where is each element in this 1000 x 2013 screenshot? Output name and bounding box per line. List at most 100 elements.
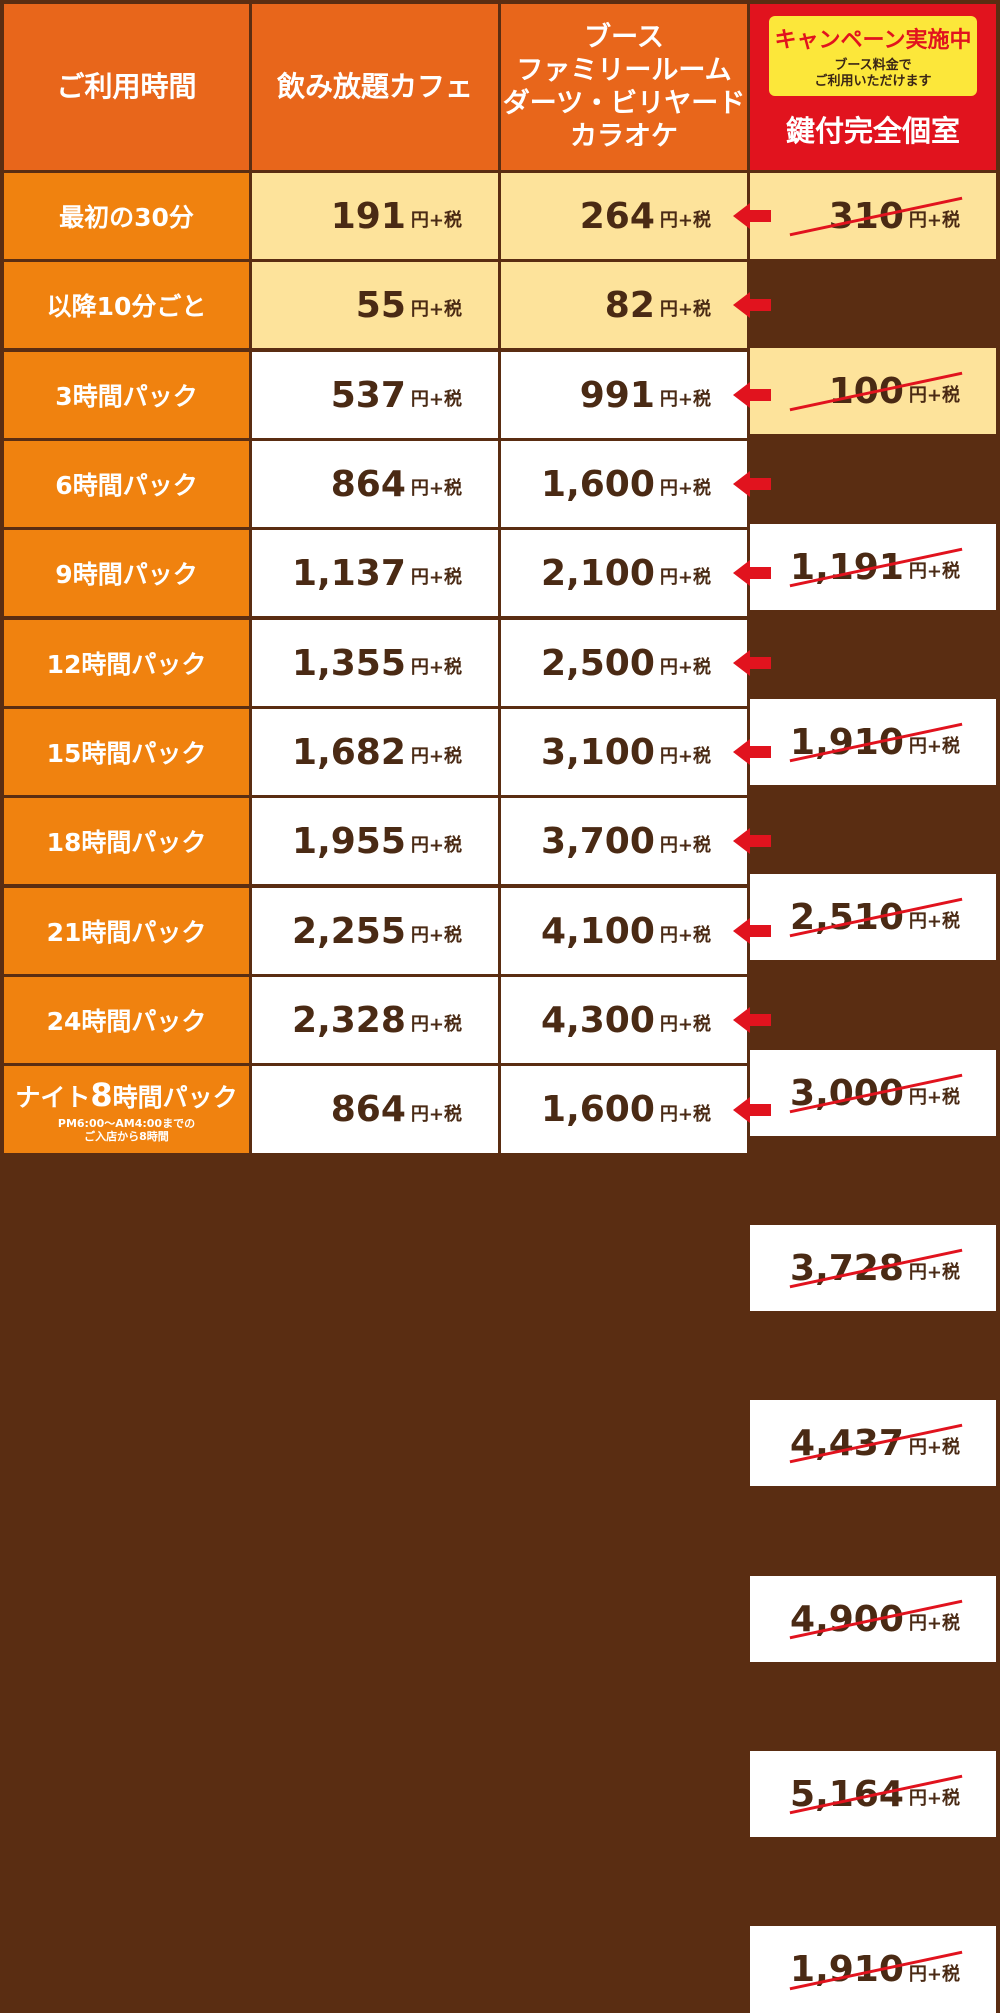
cafe-price: 1,355 円+税 — [252, 620, 498, 706]
row-label-prefix: ナイト — [15, 1083, 91, 1112]
cafe-price: 2,255 円+税 — [252, 888, 498, 974]
red-left-arrow-icon — [733, 650, 771, 676]
price-unit: 円+税 — [659, 1103, 711, 1125]
header-usage-time-label: ご利用時間 — [56, 70, 197, 103]
cafe-price: 1,955 円+税 — [252, 798, 498, 884]
row-label: 3時間パック — [4, 352, 249, 438]
booth-price: 3,100 円+税 — [501, 709, 747, 795]
private-room-original-price: 2,510 円+税 — [750, 874, 996, 960]
red-left-arrow-icon — [733, 1007, 771, 1033]
price-unit: 円+税 — [410, 835, 462, 856]
header-cafe-label: 飲み放題カフェ — [276, 70, 473, 103]
booth-price: 2,100 円+税 — [501, 530, 747, 616]
campaign-note: ブース料金で ご利用いただけます — [814, 58, 931, 90]
cafe-price: 864 円+税 — [252, 1066, 498, 1153]
row-label: 最初の30分 — [4, 173, 249, 259]
price-value: 537 — [330, 374, 406, 416]
row-label: 18時間パック — [4, 798, 249, 884]
booth-price: 2,500 円+税 — [501, 620, 747, 706]
header-booth-line: ブース — [584, 22, 664, 53]
cafe-price: 537 円+税 — [252, 352, 498, 438]
campaign-note-line: ブース料金で — [834, 58, 912, 73]
price-value: 1,600 — [541, 1089, 655, 1130]
row-label: 6時間パック — [4, 441, 249, 527]
price-unit: 円+税 — [659, 1014, 711, 1035]
header-booth-line: ファミリールーム — [516, 55, 732, 86]
booth-price: 264 円+税 — [501, 173, 747, 259]
row-label: 15時間パック — [4, 709, 249, 795]
private-room-original-price: 4,437 円+税 — [750, 1400, 996, 1486]
price-unit: 円+税 — [410, 478, 462, 499]
price-unit: 円+税 — [908, 1087, 960, 1108]
cafe-price: 1,137 円+税 — [252, 530, 498, 616]
booth-price: 3,700 円+税 — [501, 798, 747, 884]
row-label-text: 9時間パック — [55, 560, 198, 589]
price-value: 3,700 — [541, 820, 655, 862]
price-unit: 円+税 — [410, 1103, 462, 1125]
row-label: 12時間パック — [4, 620, 249, 706]
price-unit: 円+税 — [659, 835, 711, 856]
header-cafe: 飲み放題カフェ — [252, 4, 498, 170]
private-room-original-price: 1,910 円+税 — [750, 699, 996, 785]
row-label-text: 6時間パック — [55, 471, 198, 500]
price-unit: 円+税 — [659, 478, 711, 499]
price-value: 264 — [579, 195, 655, 237]
price-unit: 円+税 — [908, 1262, 960, 1283]
price-value: 1,682 — [292, 731, 406, 773]
price-value: 2,255 — [292, 910, 406, 952]
price-unit: 円+税 — [908, 385, 960, 406]
price-value: 1,355 — [292, 642, 406, 684]
row-label-text: 18時間パック — [46, 828, 207, 857]
campaign-title: キャンペーン実施中 — [774, 28, 972, 53]
private-room-original-price: 3,728 円+税 — [750, 1225, 996, 1311]
row-label: 以降10分ごと — [4, 262, 249, 348]
price-unit: 円+税 — [908, 736, 960, 757]
price-unit: 円+税 — [659, 567, 711, 588]
row-label-note-line: PM6:00〜AM4:00までの — [57, 1117, 196, 1130]
price-value: 82 — [604, 284, 655, 326]
price-value: 191 — [330, 195, 406, 237]
price-value: 2,500 — [541, 642, 655, 684]
row-label-suffix: 時間パック — [112, 1083, 238, 1112]
header-booth: ブース ファミリールーム ダーツ・ビリヤード カラオケ — [501, 4, 747, 170]
price-unit: 円+税 — [410, 1014, 462, 1035]
price-unit: 円+税 — [410, 567, 462, 588]
red-left-arrow-icon — [733, 739, 771, 765]
header-usage-time: ご利用時間 — [4, 4, 249, 170]
row-label-text: 最初の30分 — [59, 203, 194, 232]
price-value: 1,137 — [292, 552, 406, 594]
price-unit: 円+税 — [659, 925, 711, 946]
row-label: ナイト8時間パック PM6:00〜AM4:00までの ご入店から8時間 — [4, 1066, 249, 1153]
price-unit: 円+税 — [908, 210, 960, 231]
price-unit: 円+税 — [410, 657, 462, 678]
cafe-price: 1,682 円+税 — [252, 709, 498, 795]
row-label: 24時間パック — [4, 977, 249, 1063]
row-label-main: ナイト8時間パック — [15, 1076, 237, 1114]
cafe-price: 55 円+税 — [252, 262, 498, 348]
price-unit: 円+税 — [410, 925, 462, 946]
price-value: 2,100 — [541, 552, 655, 594]
red-left-arrow-icon — [733, 292, 771, 318]
row-label-note: PM6:00〜AM4:00までの ご入店から8時間 — [58, 1117, 195, 1143]
price-unit: 円+税 — [659, 657, 711, 678]
red-left-arrow-icon — [733, 471, 771, 497]
price-value: 4,100 — [541, 910, 655, 952]
price-unit: 円+税 — [659, 299, 711, 320]
booth-price: 1,600 円+税 — [501, 1066, 747, 1153]
price-unit: 円+税 — [410, 389, 462, 410]
price-value: 3,100 — [541, 731, 655, 773]
price-unit: 円+税 — [659, 746, 711, 767]
price-unit: 円+税 — [908, 1437, 960, 1458]
private-room-original-price: 310円+税 — [750, 173, 996, 259]
campaign-badge: キャンペーン実施中 ブース料金で ご利用いただけます — [769, 16, 977, 96]
header-booth-line: カラオケ — [570, 121, 678, 152]
price-unit: 円+税 — [908, 911, 960, 932]
cafe-price: 864 円+税 — [252, 441, 498, 527]
row-label-text: 以降10分ごと — [46, 292, 207, 321]
row-label-note-line: ご入店から8時間 — [84, 1130, 169, 1143]
cafe-price: 191 円+税 — [252, 173, 498, 259]
price-unit: 円+税 — [908, 1788, 960, 1809]
price-value: 864 — [330, 463, 406, 505]
